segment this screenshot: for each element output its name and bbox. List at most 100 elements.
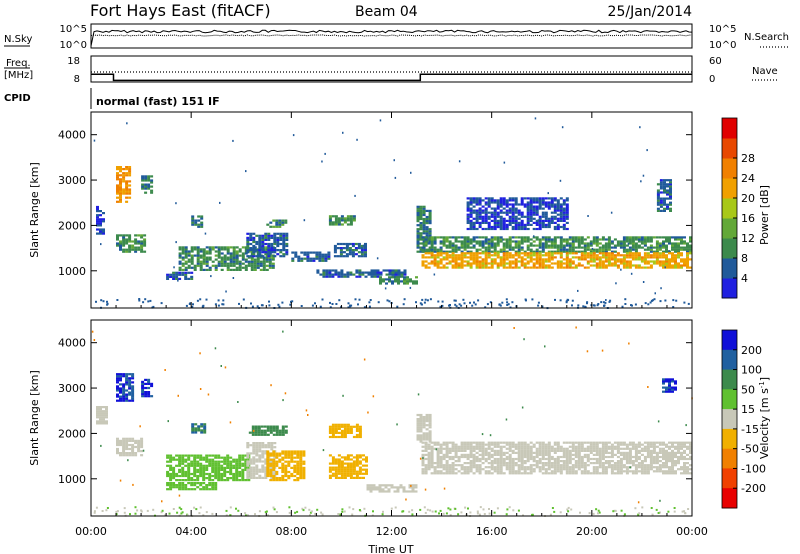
heatmap-cell — [451, 472, 455, 475]
heatmap-cell — [205, 268, 209, 271]
heatmap-cell — [526, 256, 530, 259]
heatmap-cell — [556, 449, 560, 452]
heatmap-cell — [634, 248, 638, 251]
heatmap-cell — [442, 441, 446, 444]
heatmap-cell — [514, 242, 518, 245]
heatmap-cell — [337, 472, 341, 475]
heatmap-cell — [454, 244, 458, 247]
heatmap-cell — [235, 258, 239, 261]
heatmap-cell — [508, 252, 512, 255]
heatmap-cell — [116, 439, 119, 442]
heatmap-cell — [490, 242, 494, 245]
heatmap-cell — [514, 203, 518, 206]
heatmap-cell — [634, 238, 638, 241]
heatmap-cell — [662, 266, 665, 269]
heatmap-cell — [220, 258, 224, 261]
heatmap-cell — [378, 488, 382, 491]
heatmap-cell — [562, 441, 566, 444]
heatmap-cell — [232, 466, 236, 469]
heatmap-cell — [416, 211, 420, 214]
heatmap-cell — [119, 168, 122, 171]
heatmap-cell — [508, 262, 512, 265]
heatmap-cell — [255, 470, 259, 473]
heatmap-cell — [601, 248, 605, 251]
heatmap-cell — [416, 244, 420, 247]
heatmap-cell — [427, 466, 431, 469]
heatmap-cell — [460, 258, 464, 261]
heatmap-cell — [478, 240, 482, 243]
heatmap-cell — [577, 240, 581, 243]
heatmap-cell — [666, 197, 669, 200]
heatmap-cell — [424, 260, 428, 263]
heatmap-cell — [299, 454, 303, 457]
heatmap-cell — [475, 447, 479, 450]
heatmap-cell — [119, 395, 122, 398]
heatmap-cell — [475, 213, 479, 216]
heatmap-cell — [472, 217, 476, 220]
heatmap-cell — [184, 458, 188, 461]
heatmap-cell — [463, 470, 467, 473]
heatmap-cell — [96, 416, 99, 419]
heatmap-cell — [481, 209, 485, 212]
heatmap-cell — [388, 276, 391, 279]
heatmap-cell — [526, 262, 530, 265]
heatmap-cell — [668, 258, 671, 261]
heatmap-cell — [662, 455, 665, 459]
heatmap-cell — [427, 451, 431, 454]
heatmap-cell — [589, 457, 593, 461]
heatmap-cell — [615, 282, 617, 285]
heatmap-cell — [125, 166, 129, 169]
heatmap-cell — [526, 197, 530, 200]
heatmap-cell — [466, 256, 470, 259]
heatmap-cell — [352, 466, 356, 469]
heatmap-cell — [475, 209, 479, 212]
heatmap-cell — [537, 304, 540, 307]
heatmap-cell — [346, 456, 350, 459]
heatmap-cell — [422, 232, 426, 235]
heatmap-cell — [662, 242, 665, 245]
heatmap-cell — [291, 259, 295, 262]
heatmap-cell — [439, 240, 443, 243]
heatmap-cell — [574, 453, 578, 456]
heatmap-cell — [119, 174, 122, 177]
heatmap-cell — [523, 225, 527, 229]
heatmap-cell — [541, 201, 545, 204]
heatmap-cell — [193, 462, 197, 465]
heatmap-cell — [200, 225, 204, 228]
heatmap-cell — [454, 443, 458, 446]
heatmap-cell — [656, 195, 660, 198]
heatmap-cell — [232, 277, 235, 279]
heatmap-cell — [523, 264, 527, 267]
heatmap-cell — [448, 472, 452, 475]
heatmap-cell — [193, 474, 197, 478]
heatmap-cell — [592, 258, 596, 261]
heatmap-cell — [628, 236, 632, 239]
heatmap-cell — [535, 258, 539, 261]
heatmap-cell — [172, 466, 176, 469]
heatmap-cell — [478, 225, 482, 229]
heatmap-cell — [586, 246, 590, 249]
heatmap-cell — [487, 201, 491, 204]
heatmap-cell — [589, 264, 593, 267]
heatmap-cell — [220, 260, 224, 263]
heatmap-cell — [287, 470, 291, 474]
heatmap-cell — [499, 449, 503, 452]
heatmap-cell — [256, 258, 260, 261]
heatmap-cell — [191, 221, 195, 224]
heatmap-cell — [547, 250, 551, 253]
heatmap-cell — [616, 447, 620, 450]
heatmap-cell — [273, 247, 277, 250]
heatmap-cell — [568, 260, 572, 263]
y-tick-label: 4000 — [58, 129, 86, 142]
heatmap-cell — [184, 470, 188, 474]
heatmap-cell — [496, 236, 500, 239]
heatmap-cell — [643, 445, 647, 448]
heatmap-cell — [550, 201, 554, 204]
heatmap-cell — [487, 215, 491, 218]
heatmap-cell — [586, 256, 590, 259]
heatmap-cell — [421, 445, 425, 448]
heatmap-cell — [422, 207, 426, 210]
heatmap-cell — [125, 196, 129, 199]
heatmap-cell — [511, 260, 515, 263]
heatmap-cell — [331, 215, 335, 218]
